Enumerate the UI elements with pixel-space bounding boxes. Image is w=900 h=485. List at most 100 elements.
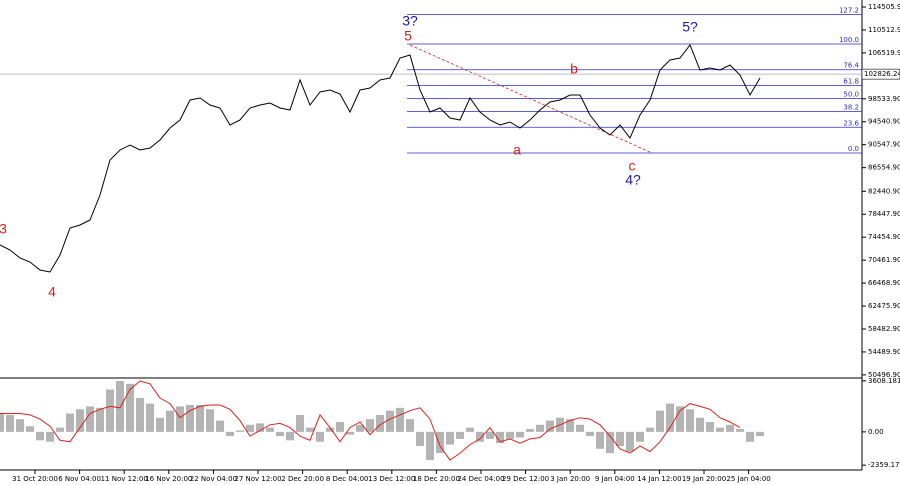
histogram-bar	[586, 431, 594, 437]
last-price-label: 102826.24	[864, 70, 900, 78]
histogram-bar	[396, 407, 404, 432]
wave-label: 4	[48, 284, 56, 300]
histogram-bar	[236, 430, 244, 432]
histogram-bar	[126, 383, 134, 432]
y-tick-label: 58482.90	[868, 325, 900, 333]
y-tick-label: 66468.90	[868, 279, 900, 287]
histogram-bar	[566, 419, 574, 432]
histogram-bar	[6, 414, 14, 432]
x-tick-label: 13 Dec 12:00	[368, 475, 415, 483]
histogram-bar	[0, 413, 4, 432]
x-tick-label: 24 Dec 04:00	[457, 475, 504, 483]
histogram-bar	[96, 407, 104, 432]
y-tick-label: 106519.90	[868, 49, 900, 57]
x-tick-label: 8 Dec 04:00	[326, 475, 369, 483]
histogram-bar	[466, 427, 474, 432]
x-tick-label: 6 Nov 04:00	[58, 475, 101, 483]
y-tick-label: 74454.90	[868, 233, 900, 241]
x-tick-label: 9 Jan 04:00	[595, 475, 635, 483]
histogram-bar	[706, 421, 714, 432]
y-tick-label: 82440.90	[868, 187, 900, 195]
histogram-bar	[606, 431, 614, 454]
y-tick-label: 54489.90	[868, 348, 900, 356]
histogram-bar	[366, 419, 374, 432]
histogram-bar	[226, 431, 234, 437]
histogram-bar	[526, 429, 534, 432]
histogram-bar	[196, 405, 204, 432]
x-tick-label: 27 Nov 12:00	[234, 475, 281, 483]
histogram-bar	[666, 403, 674, 432]
histogram-bar	[736, 429, 744, 432]
signal-line	[0, 380, 741, 461]
wave-label: c	[629, 158, 636, 174]
histogram-bar	[326, 427, 334, 432]
wave-label: 4?	[625, 172, 641, 188]
fib-label: 23.6	[843, 119, 859, 127]
wave-label: 3?	[402, 13, 418, 29]
last-price-box	[861, 68, 900, 80]
histogram-bar	[386, 410, 394, 432]
y-tick-label: 110512.90	[868, 26, 900, 34]
histogram-bar	[116, 380, 124, 432]
histogram-bar	[656, 410, 664, 432]
histogram-bar	[696, 417, 704, 432]
y-tick-label: -2359.172	[868, 461, 900, 469]
x-tick-label: 16 Nov 20:00	[145, 475, 192, 483]
histogram-bar	[66, 413, 74, 432]
trend-line	[409, 44, 653, 154]
fib-label: 76.4	[843, 62, 859, 70]
histogram-bar	[626, 431, 634, 452]
price-line	[0, 43, 761, 273]
fib-label: 38.2	[843, 103, 859, 111]
histogram-bar	[506, 431, 514, 439]
y-tick-label: 90547.90	[868, 141, 900, 149]
wave-label: 3	[0, 221, 7, 237]
histogram-bar	[286, 431, 294, 441]
y-tick-label: 98533.90	[868, 95, 900, 103]
histogram-bar	[516, 431, 524, 438]
histogram-bar	[376, 414, 384, 432]
fib-label: 50.0	[843, 91, 859, 99]
y-tick-label: 3608.181	[868, 377, 900, 385]
wave-label: 5	[404, 28, 412, 44]
histogram-bar	[436, 431, 444, 454]
fib-label: 127.2	[839, 6, 859, 14]
histogram-bar	[306, 427, 314, 432]
histogram-bar	[636, 431, 644, 442]
wave-label: a	[513, 142, 521, 158]
y-tick-label: 114505.90	[868, 3, 900, 11]
histogram-bar	[166, 410, 174, 432]
histogram-bar	[356, 424, 364, 432]
histogram-bar	[686, 409, 694, 432]
histogram-bar	[746, 431, 754, 442]
histogram-bar	[46, 431, 54, 442]
fib-label: 61.8	[843, 78, 859, 86]
histogram-bar	[416, 431, 424, 446]
histogram-bar	[546, 420, 554, 432]
histogram-bar	[486, 431, 494, 439]
x-tick-label: 2 Dec 20:00	[281, 475, 324, 483]
histogram-bar	[76, 409, 84, 432]
histogram-bar	[456, 431, 464, 439]
histogram-bar	[346, 431, 354, 435]
histogram-bar	[406, 419, 414, 432]
histogram-bar	[136, 397, 144, 432]
histogram-bar	[296, 414, 304, 432]
fib-label: 100.0	[839, 36, 859, 44]
histogram-bar	[256, 423, 264, 432]
histogram-bar	[56, 427, 64, 432]
histogram-bar	[496, 431, 504, 444]
histogram-bar	[536, 424, 544, 432]
histogram-bar	[156, 417, 164, 432]
histogram-bar	[646, 427, 654, 432]
x-tick-label: 18 Dec 20:00	[413, 475, 460, 483]
histogram-bar	[756, 431, 764, 437]
y-tick-label: 86554.90	[868, 164, 900, 172]
histogram-bar	[446, 431, 454, 445]
histogram-bar	[176, 406, 184, 432]
histogram-bar	[26, 426, 34, 432]
wave-label: b	[570, 61, 578, 77]
x-tick-label: 11 Nov 12:00	[101, 475, 148, 483]
histogram-bar	[316, 431, 324, 442]
